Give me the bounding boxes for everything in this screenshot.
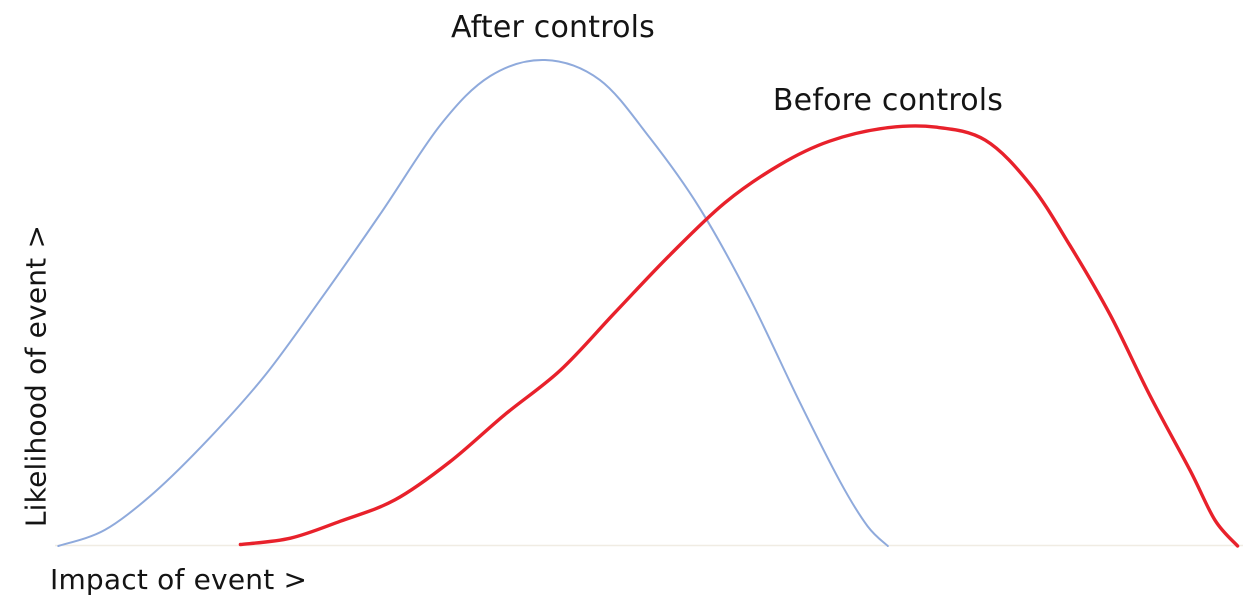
after-controls-label: After controls [451, 10, 655, 45]
x-axis-label: Impact of event > [50, 563, 308, 596]
after-controls-curve [57, 58, 889, 547]
y-axis-label: Likelihood of event > [19, 224, 53, 528]
before-controls-label: Before controls [772, 83, 1004, 118]
before-controls-curve [238, 124, 1240, 548]
